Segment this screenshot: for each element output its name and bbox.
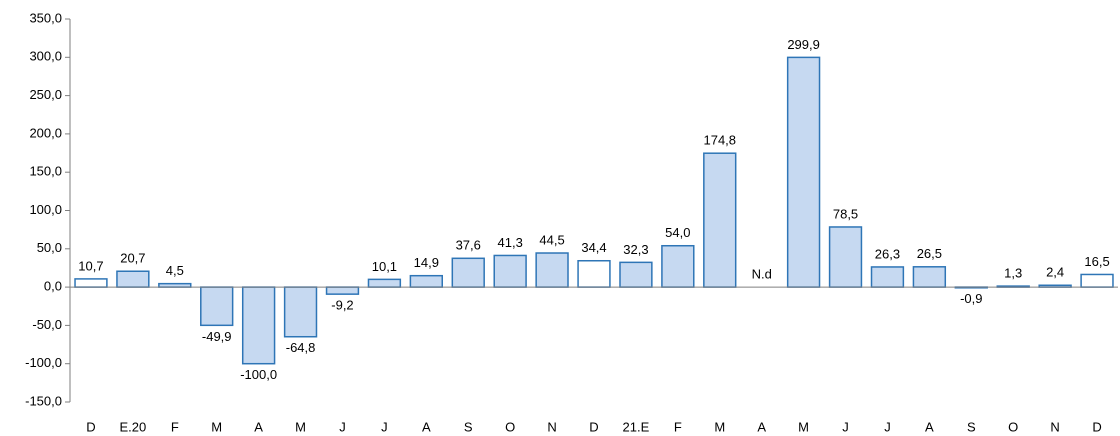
x-tick-label: F	[171, 419, 179, 434]
value-label: -0,9	[960, 291, 982, 306]
value-label: -100,0	[240, 367, 277, 382]
x-tick-label: D	[1092, 419, 1101, 434]
y-tick-label: 150,0	[29, 164, 62, 179]
y-tick-label: -50,0	[32, 317, 62, 332]
x-tick-label: A	[422, 419, 431, 434]
value-label: 26,5	[917, 246, 942, 261]
bar	[158, 282, 192, 288]
value-label: -64,8	[286, 340, 316, 355]
bar	[325, 286, 360, 295]
x-tick-label: D	[589, 419, 598, 434]
bar	[661, 244, 695, 288]
value-label: 10,7	[78, 258, 103, 273]
x-tick-label: O	[1008, 419, 1018, 434]
bar	[870, 266, 905, 288]
x-tick-label: N	[547, 419, 556, 434]
x-tick-label: S	[967, 419, 976, 434]
value-label: 78,5	[833, 206, 858, 221]
value-label: 1,3	[1004, 266, 1022, 281]
y-tick-label: 50,0	[37, 240, 62, 255]
bar	[241, 286, 276, 365]
bar	[912, 266, 947, 288]
x-tick-label: 21.E	[623, 419, 650, 434]
bar	[828, 226, 863, 288]
x-tick-label: E.20	[120, 419, 147, 434]
x-tick-label: D	[86, 419, 95, 434]
value-label: N.d	[752, 267, 772, 282]
value-label: 54,0	[665, 225, 690, 240]
value-label: 2,4	[1046, 265, 1064, 280]
y-tick-label: 250,0	[29, 87, 62, 102]
y-tick-label: -150,0	[25, 393, 62, 408]
x-tick-label: F	[674, 419, 682, 434]
x-tick-label: A	[254, 419, 263, 434]
value-label: 16,5	[1084, 254, 1109, 269]
value-label: 174,8	[703, 133, 736, 148]
bar	[367, 278, 402, 288]
bar	[619, 261, 653, 288]
x-tick-label: M	[714, 419, 725, 434]
value-label: -9,2	[331, 298, 353, 313]
value-label: -49,9	[202, 329, 232, 344]
bar	[1080, 273, 1114, 288]
value-label: 44,5	[539, 232, 564, 247]
x-tick-label: J	[884, 419, 891, 434]
bar	[116, 270, 150, 288]
y-tick-label: 200,0	[29, 125, 62, 140]
x-tick-label: N	[1050, 419, 1059, 434]
value-label: 14,9	[414, 255, 439, 270]
x-tick-label: S	[464, 419, 473, 434]
value-label: 32,3	[623, 242, 648, 257]
bar	[577, 259, 611, 288]
x-tick-label: O	[505, 419, 515, 434]
bar	[535, 252, 569, 288]
bar	[703, 152, 737, 288]
bar	[451, 257, 485, 288]
x-tick-label: J	[339, 419, 346, 434]
bar	[493, 254, 527, 288]
y-tick-label: 300,0	[29, 49, 62, 64]
bar	[786, 56, 821, 288]
y-tick-label: 350,0	[29, 10, 62, 25]
y-tick-label: -100,0	[25, 355, 62, 370]
x-tick-label: J	[381, 419, 388, 434]
y-tick-label: 0,0	[44, 279, 62, 294]
value-label: 41,3	[498, 235, 523, 250]
x-tick-label: M	[211, 419, 222, 434]
x-tick-label: A	[757, 419, 766, 434]
y-tick-label: 100,0	[29, 202, 62, 217]
bar	[409, 274, 443, 288]
value-label: 34,4	[581, 240, 606, 255]
bar	[200, 286, 234, 327]
bar	[283, 286, 318, 338]
value-label: 37,6	[456, 238, 481, 253]
value-label: 4,5	[166, 263, 184, 278]
value-label: 26,3	[875, 246, 900, 261]
value-label: 299,9	[787, 37, 820, 52]
bar	[74, 278, 108, 288]
value-label: 10,1	[372, 259, 397, 274]
value-label: 20,7	[120, 251, 145, 266]
x-tick-label: J	[842, 419, 849, 434]
x-tick-label: A	[925, 419, 934, 434]
x-tick-label: M	[295, 419, 306, 434]
x-tick-label: M	[798, 419, 809, 434]
